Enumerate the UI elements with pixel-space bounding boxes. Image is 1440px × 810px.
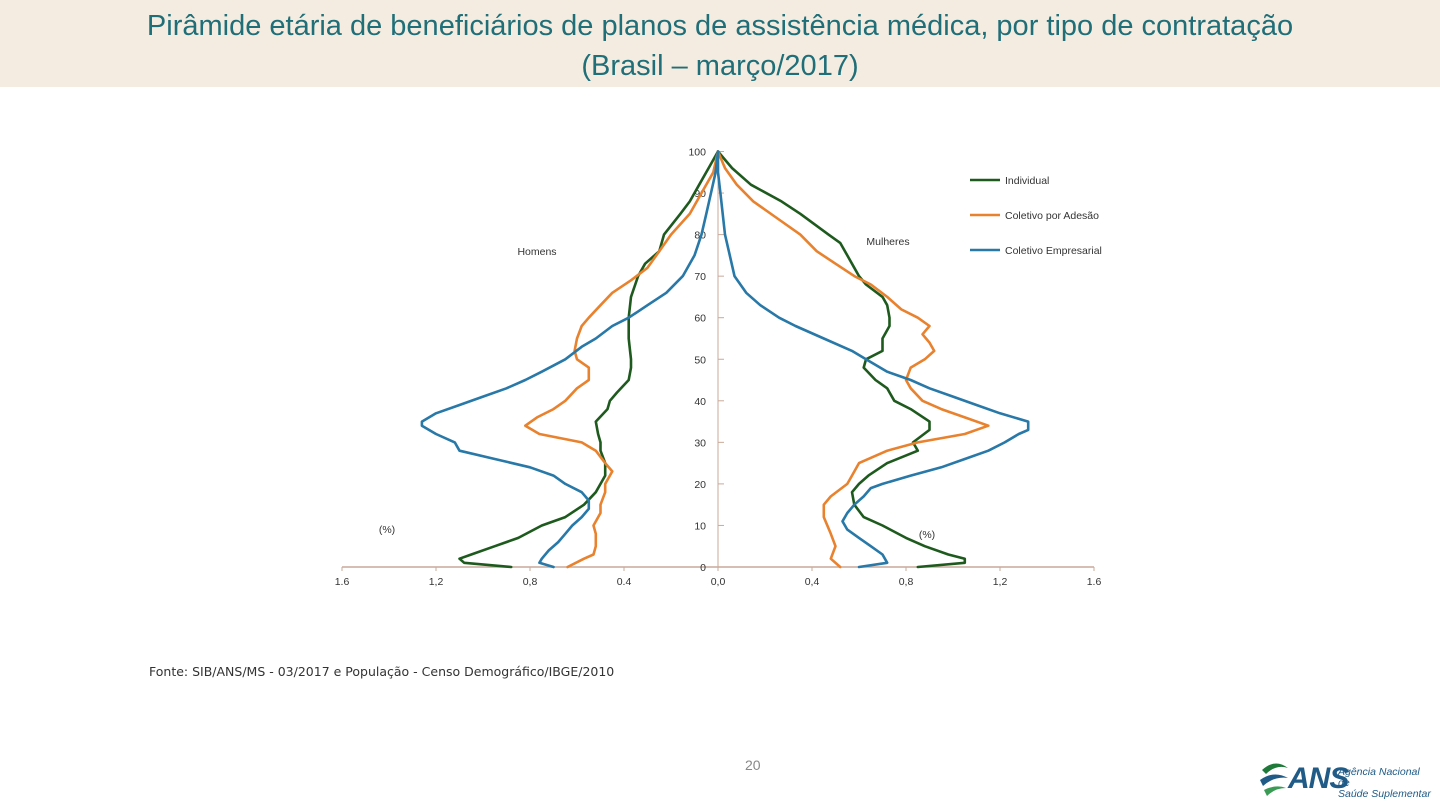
y-tick-label: 20 <box>694 479 706 491</box>
y-tick-label: 60 <box>694 313 706 325</box>
source-note: Fonte: SIB/ANS/MS - 03/2017 e População … <box>149 664 615 679</box>
slide-title-line2: (Brasil – março/2017) <box>581 50 859 82</box>
series-line-individual-women <box>716 150 967 569</box>
y-tick-label: 50 <box>694 354 706 366</box>
y-tick-label: 100 <box>688 147 706 159</box>
y-tick-label: 0 <box>700 562 706 574</box>
series-line-adesao-women <box>716 150 990 569</box>
ans-logo: ANS Agência Nacional de Saúde Suplementa… <box>1258 758 1433 802</box>
ans-logo-name-line1: Agência Nacional de <box>1338 766 1420 789</box>
y-tick-label: 40 <box>694 396 706 408</box>
title-band <box>0 0 1440 87</box>
slide-title-line1: Pirâmide etária de beneficiários de plan… <box>146 10 1294 42</box>
x-tick-label: 1.6 <box>335 576 350 588</box>
series-line-individual-men <box>458 150 720 569</box>
legend-label-individual: Individual <box>1005 175 1049 187</box>
x-tick-label: 1,2 <box>429 576 444 588</box>
y-tick-label: 70 <box>694 271 706 283</box>
page-number: 20 <box>745 757 761 773</box>
x-tick-label: 0,8 <box>523 576 538 588</box>
legend-label-adesao: Coletivo por Adesão <box>1005 210 1099 222</box>
series-line-empresarial-men <box>420 150 720 569</box>
series-line-adesao-men <box>523 150 720 569</box>
y-tick-label: 10 <box>694 520 706 532</box>
legend-label-empresarial: Coletivo Empresarial <box>1005 245 1102 257</box>
x-tick-label: 0.4 <box>617 576 632 588</box>
x-unit-label-right: (%) <box>919 529 935 541</box>
series-line-empresarial-women <box>716 150 1030 569</box>
slide-title: Pirâmide etária de beneficiários de plan… <box>0 6 1440 86</box>
x-tick-label: 1,2 <box>993 576 1008 588</box>
ans-logo-icon <box>1260 763 1288 796</box>
x-unit-label-left: (%) <box>379 524 395 536</box>
x-tick-label: 0,4 <box>805 576 820 588</box>
x-tick-label: 0,8 <box>899 576 914 588</box>
side-label-women: Mulheres <box>866 236 909 248</box>
x-tick-label: 0,0 <box>711 576 726 588</box>
ans-logo-name: Agência Nacional de Saúde Suplementar <box>1338 767 1433 800</box>
ans-logo-name-line2: Saúde Suplementar <box>1338 788 1431 800</box>
ans-logo-abbr: ANS <box>1288 762 1349 795</box>
y-tick-label: 30 <box>694 437 706 449</box>
x-tick-label: 1.6 <box>1087 576 1102 588</box>
side-label-men: Homens <box>517 246 556 258</box>
